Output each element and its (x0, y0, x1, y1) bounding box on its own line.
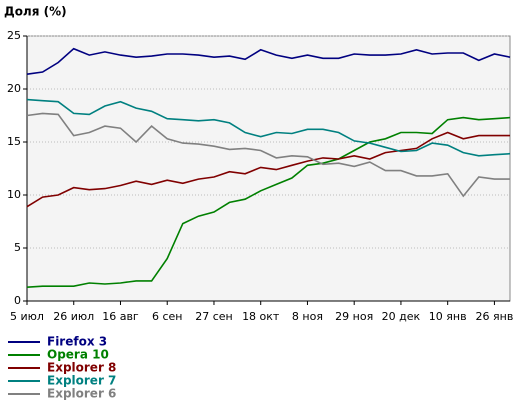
x-tick-label: 8 ноя (292, 310, 323, 323)
legend-label: Explorer 7 (47, 374, 116, 388)
legend-label: Explorer 8 (47, 361, 116, 375)
legend-label: Opera 10 (47, 348, 109, 362)
line-series (26, 131, 510, 208)
x-tick-label: 18 окт (242, 310, 280, 323)
x-tick-label: 29 ноя (335, 310, 373, 323)
x-tick-label: 26 янв (476, 310, 514, 323)
y-tick-label: 25 (7, 29, 21, 42)
x-tick-label: 16 авг (102, 310, 139, 323)
x-tick-label: 27 сен (195, 310, 233, 323)
legend-label: Firefox 3 (47, 335, 107, 349)
line-series (26, 116, 511, 288)
y-tick-label: 5 (14, 241, 21, 254)
y-tick-label: 10 (7, 188, 21, 201)
line-series (26, 112, 510, 198)
x-tick-label: 6 сен (152, 310, 183, 323)
y-axis-title: Доля (%) (4, 5, 67, 19)
x-tick-label: 5 июл (10, 310, 44, 323)
line-series (26, 98, 511, 157)
legend-label: Explorer 6 (47, 387, 116, 401)
x-tick-label: 26 июл (53, 310, 94, 323)
y-tick-label: 20 (7, 82, 21, 95)
x-tick-label: 10 янв (429, 310, 467, 323)
x-tick-label: 20 дек (382, 310, 421, 323)
y-tick-label: 15 (7, 135, 21, 148)
line-series (26, 47, 511, 75)
y-tick-label: 0 (14, 294, 21, 307)
